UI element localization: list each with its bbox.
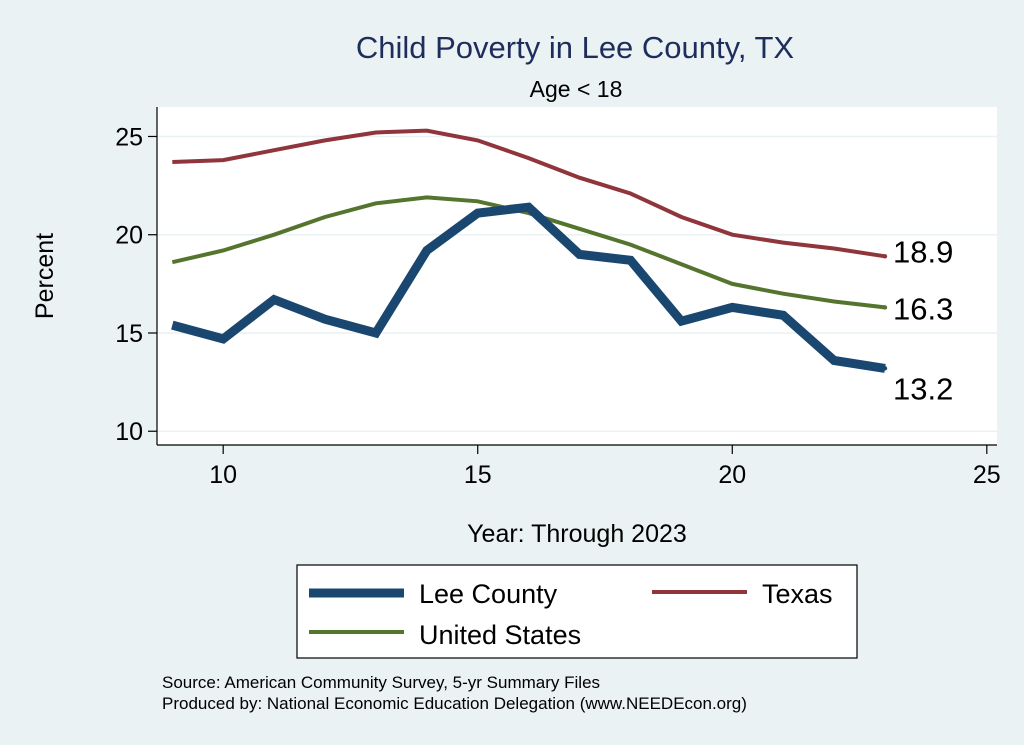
series-line-texas	[172, 128, 886, 259]
end-marker-united-states	[882, 305, 888, 310]
legend: Lee County Texas United States	[296, 564, 858, 659]
producer-note: Produced by: National Economic Education…	[162, 694, 747, 713]
chart-subtitle: Age < 18	[530, 76, 623, 102]
end-label-texas: 18.9	[893, 234, 953, 269]
series-lines	[171, 128, 886, 373]
y-tick-label: 25	[115, 123, 143, 151]
x-tick-label: 25	[973, 461, 1001, 489]
end-label-lee-county: 13.2	[893, 371, 953, 406]
end-labels: 13.2 18.9 16.3	[882, 234, 953, 406]
grid-lines	[157, 135, 997, 432]
y-tick-label: 20	[115, 222, 143, 250]
plot-area	[157, 107, 997, 445]
x-tick-label: 10	[209, 461, 237, 489]
x-tick-label: 15	[464, 461, 492, 489]
x-tick-label: 20	[718, 461, 746, 489]
y-tick-label: 15	[115, 320, 143, 348]
legend-label-texas: Texas	[762, 579, 833, 609]
legend-label-lee-county: Lee County	[419, 579, 558, 609]
source-note: Source: American Community Survey, 5-yr …	[162, 673, 600, 692]
x-axis-title: Year: Through 2023	[467, 520, 687, 548]
end-label-united-states: 16.3	[893, 291, 953, 326]
series-line-lee-county	[171, 202, 886, 373]
chart-title: Child Poverty in Lee County, TX	[356, 30, 795, 65]
legend-label-united-states: United States	[419, 620, 581, 650]
end-marker-lee-county	[882, 366, 888, 371]
axes: 10 15 20 25 10 15 20 25	[115, 107, 1001, 489]
end-marker-texas	[882, 254, 888, 259]
y-axis-title: Percent	[31, 233, 59, 319]
y-tick-label: 10	[115, 418, 143, 446]
legend-box	[296, 564, 858, 659]
